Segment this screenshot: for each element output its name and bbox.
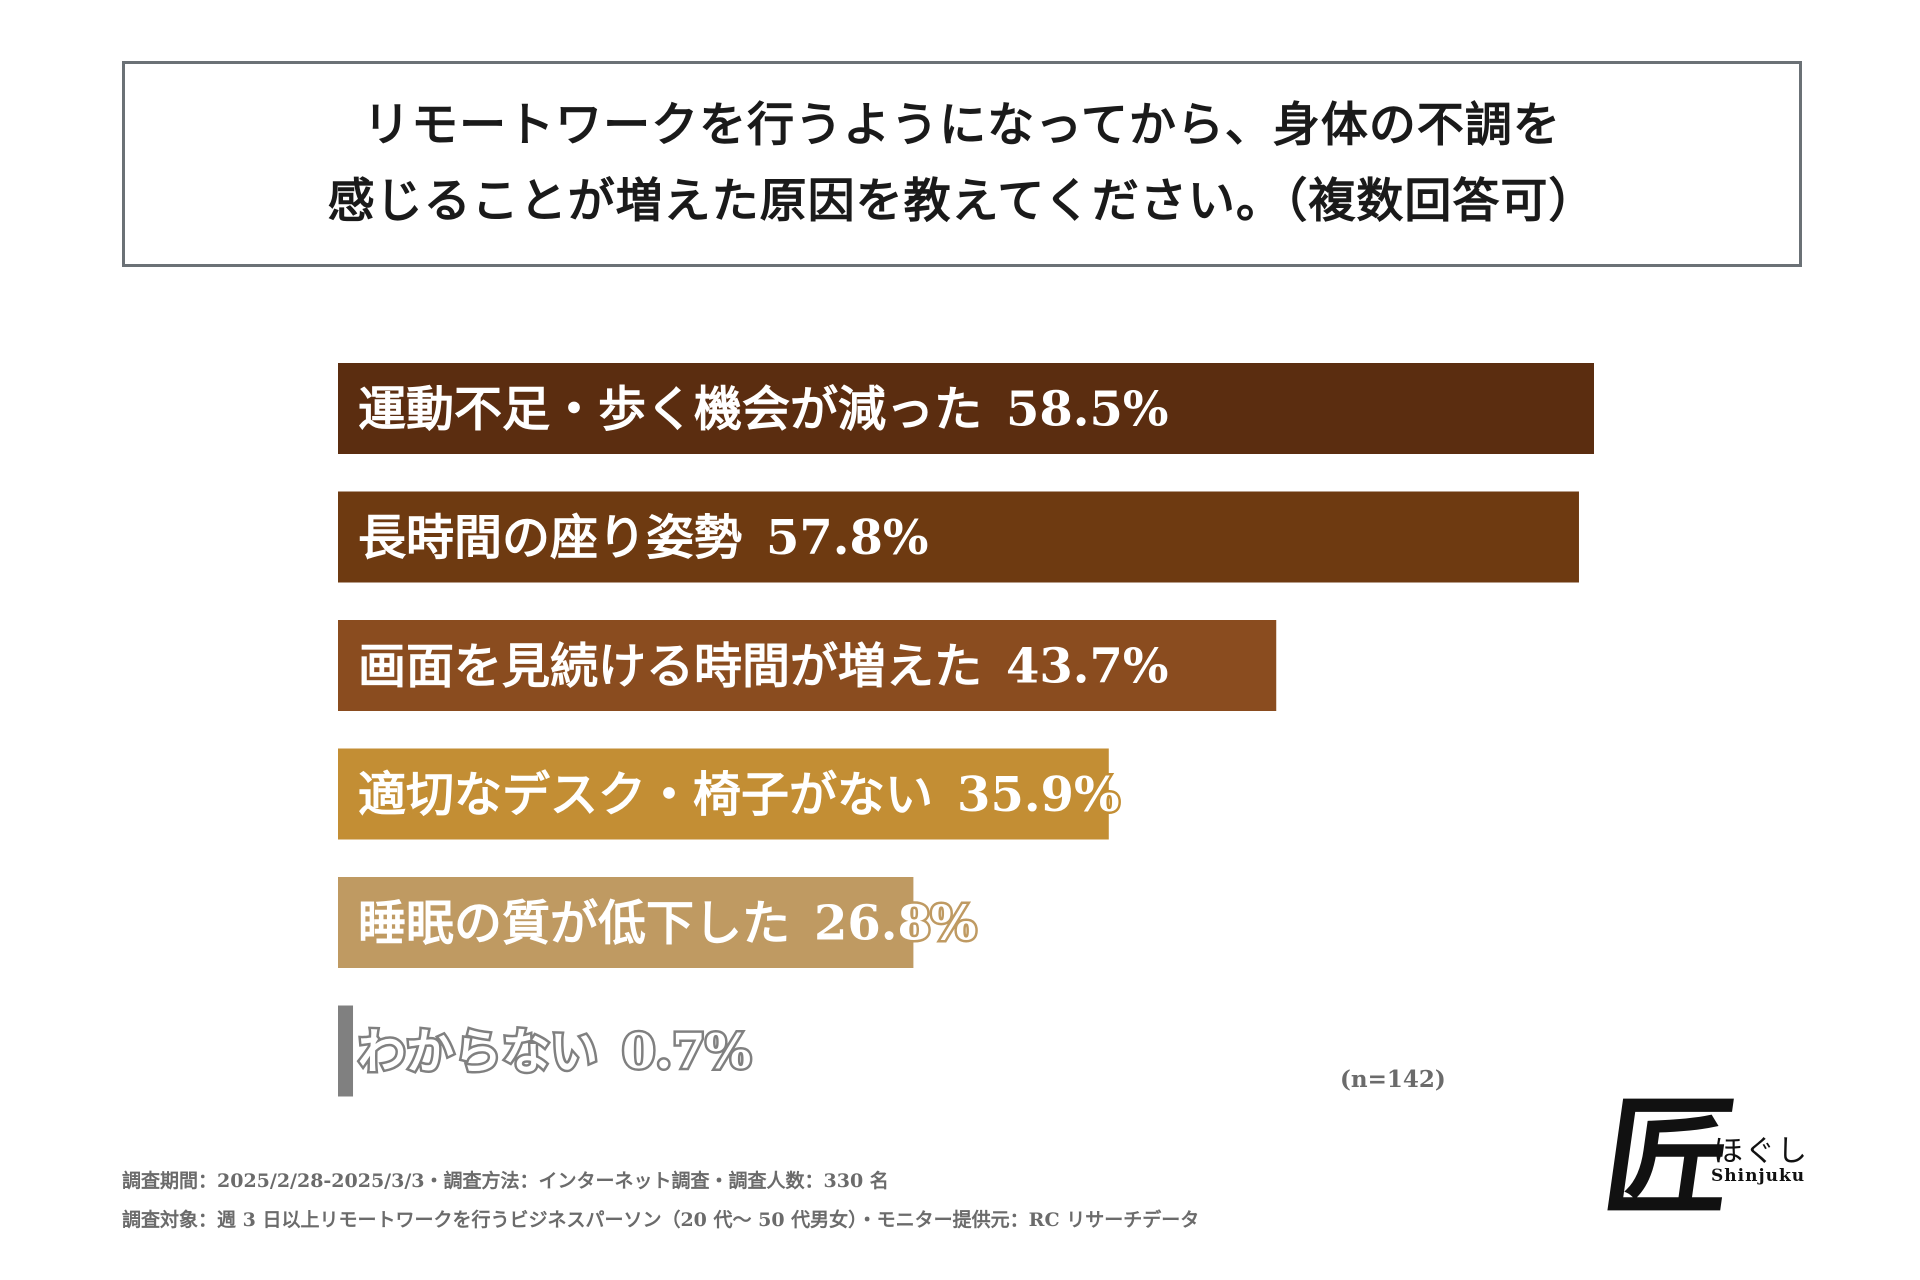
bar-2 bbox=[338, 491, 1579, 583]
title-line-2: 感じることが増えた原因を教えてください。（複数回答可） bbox=[327, 174, 1597, 229]
bar-label-5: 睡眠の質が低下した 26.8% bbox=[358, 896, 977, 952]
logo-english: Shinjuku bbox=[1711, 1166, 1806, 1186]
logo-kana: ほぐし bbox=[1713, 1134, 1809, 1169]
sample-size-label: (n=142) bbox=[1340, 1066, 1446, 1093]
title-line-1: リモートワークを行うようになってから、身体の不調を bbox=[363, 98, 1561, 153]
brand-logo: 匠 ほぐし Shinjuku bbox=[1594, 1083, 1825, 1233]
bar-label-4: 適切なデスク・椅子がない 35.9% bbox=[358, 767, 1120, 823]
survey-target-note: 調査対象：週 3 日以上リモートワークを行うビジネスパーソン（20 代〜 50 … bbox=[122, 1209, 1200, 1231]
bar-5 bbox=[338, 877, 914, 968]
bar-1 bbox=[338, 363, 1594, 454]
bar-label-3: 画面を見続ける時間が増えた 43.7% bbox=[358, 639, 1169, 695]
bar-label-6: わからない 0.7% bbox=[358, 1024, 751, 1080]
bar-3 bbox=[338, 620, 1277, 711]
survey-period-note: 調査期間：2025/2/28-2025/3/3・調査方法：インターネット調査・調… bbox=[122, 1170, 889, 1192]
bar-label-1: 運動不足・歩く機会が減った 58.5% bbox=[358, 382, 1169, 438]
bar-label-2: 長時間の座り姿勢 57.8% bbox=[358, 510, 929, 566]
title-box: リモートワークを行うようになってから、身体の不調を 感じることが増えた原因を教え… bbox=[122, 61, 1802, 267]
bar-6 bbox=[338, 1005, 354, 1097]
bar-4 bbox=[338, 748, 1109, 840]
